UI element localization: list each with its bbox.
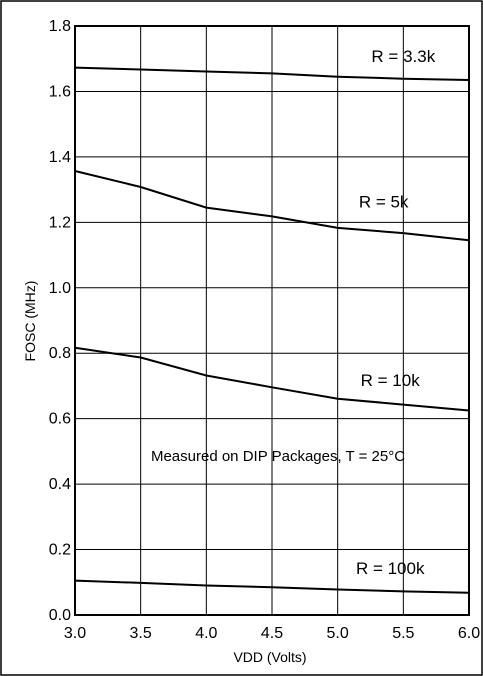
y-tick-label: 1.0 (49, 280, 71, 297)
plot-frame (74, 25, 470, 616)
y-tick-label: 0.8 (49, 345, 71, 362)
x-tick-label: 5.0 (327, 625, 349, 642)
y-tick-label: 0.4 (49, 476, 71, 493)
x-tick-label: 3.5 (130, 625, 152, 642)
y-tick-labels: 0.0 0.2 0.4 0.6 0.8 1.0 1.2 1.4 1.6 1.8 (49, 18, 71, 624)
series-line-1 (74, 66, 470, 81)
series-label: R = 100k (356, 559, 425, 578)
series-label: R = 5k (359, 193, 409, 212)
series-line-3 (74, 346, 470, 412)
series-group (74, 66, 470, 594)
y-tick-label: 0.6 (49, 411, 71, 428)
x-tick-label: 5.5 (392, 625, 414, 642)
y-tick-label: 1.6 (49, 83, 71, 100)
x-tick-label: 3.0 (64, 625, 86, 642)
measurement-note: Measured on DIP Packages, T = 25°C (151, 448, 405, 465)
x-tick-labels: 3.0 3.5 4.0 4.5 5.0 5.5 6.0 (64, 625, 480, 642)
y-tick-label: 1.2 (49, 214, 71, 231)
y-tick-label: 1.4 (49, 149, 71, 166)
grid-lines (75, 26, 469, 615)
y-tick-label: 1.8 (49, 18, 71, 35)
series-line-2 (74, 170, 470, 242)
x-tick-label: 4.0 (195, 625, 217, 642)
x-tick-label: 4.5 (261, 625, 283, 642)
x-axis-label: VDD (Volts) (233, 649, 306, 665)
series-line-4 (74, 579, 470, 594)
x-tick-label: 6.0 (458, 625, 480, 642)
y-tick-label: 0.0 (49, 607, 71, 624)
series-labels: R = 3.3k R = 5k R = 10k R = 100k (356, 47, 436, 578)
y-axis-label: FOSC (MHz) (22, 281, 38, 362)
series-label: R = 3.3k (371, 47, 435, 66)
y-tick-label: 0.2 (49, 542, 71, 559)
series-label: R = 10k (361, 371, 421, 390)
